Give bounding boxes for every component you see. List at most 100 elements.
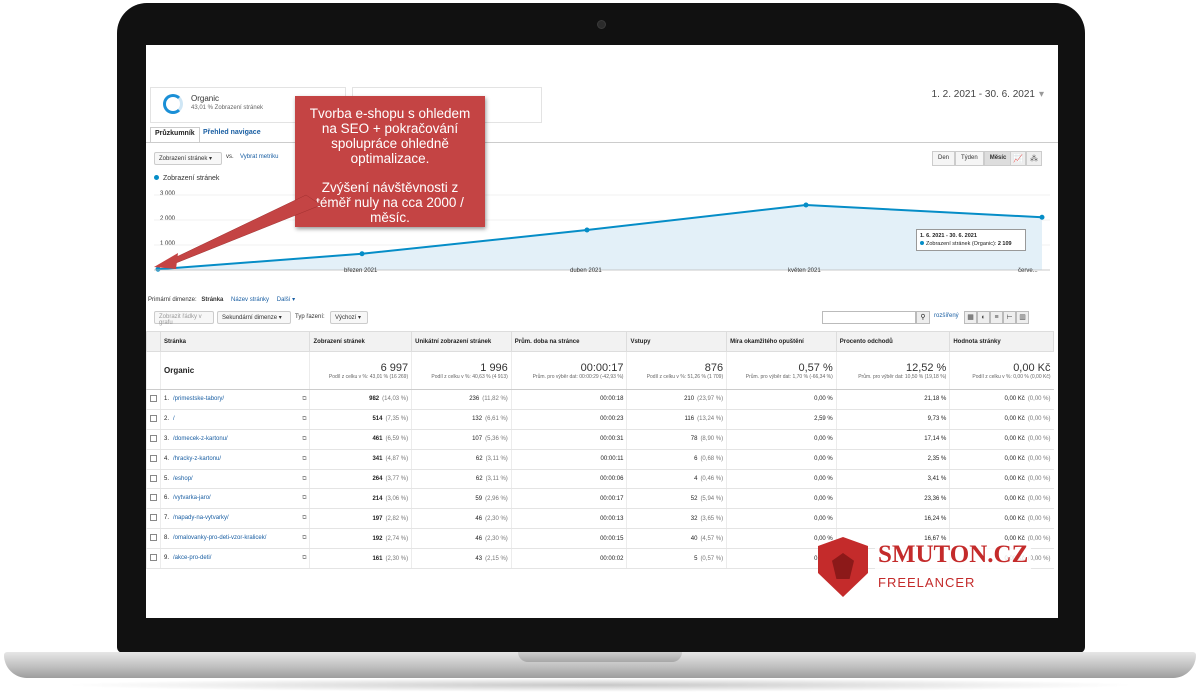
wolf-face (832, 553, 854, 579)
header-unique-pageviews[interactable]: Unikátní zobrazení stránek (411, 331, 512, 352)
header-entrances[interactable]: Vstupy (626, 331, 728, 352)
header-exit-rate[interactable]: Procento odchodů (835, 331, 951, 352)
plot-rows-button[interactable]: Zobrazit řádky v grafu (154, 311, 214, 326)
pivot-view-icon[interactable]: ▥ (1016, 311, 1029, 324)
data-point[interactable] (359, 251, 365, 257)
row-metric-value: 0,00 Kč (1004, 515, 1025, 522)
period-week-button[interactable]: Týden (955, 151, 984, 166)
row-metric-cell: 0,00 % (726, 469, 837, 490)
tab-navigation-summary[interactable]: Přehled navigace (203, 129, 261, 136)
comparison-view-icon[interactable]: ⊢ (1003, 311, 1016, 324)
data-point[interactable] (1039, 214, 1045, 220)
row-page-link[interactable]: / (173, 415, 175, 422)
totals-row: Organic 6 997 Podíl z celku v %: 43,01 % … (146, 351, 1054, 390)
row-page-cell: 2. / ⧉ (159, 409, 310, 430)
row-checkbox-cell (146, 508, 161, 530)
totals-time: 00:00:17 Prům. pro výběr dat: 00:00:29 (-… (510, 351, 627, 390)
header-bounce-rate[interactable]: Míra okamžitého opuštění (726, 331, 837, 352)
row-checkbox[interactable] (150, 394, 157, 402)
row-checkbox-cell (146, 389, 161, 410)
advanced-filter-link[interactable]: rozšířený (934, 313, 959, 319)
row-metric-cell: 00:00:13 (510, 508, 627, 530)
line-chart-icon[interactable]: 📈 (1010, 151, 1026, 166)
period-month-button[interactable]: Měsíc (983, 151, 1013, 166)
screen: Organic 43,01 % Zobrazení stránek 1. 2. … (146, 45, 1058, 618)
sort-type-select[interactable]: Výchozí ▾ (330, 311, 368, 324)
open-page-icon[interactable]: ⧉ (302, 515, 307, 522)
grid-view-icon[interactable]: ▦ (964, 311, 977, 324)
row-metric-percent: (0,00 %) (1027, 436, 1051, 443)
data-point[interactable] (584, 227, 590, 233)
row-metric-cell: 00:00:02 (510, 548, 627, 570)
row-metric-cell: 0,00 Kč(0,00 %) (949, 449, 1054, 470)
row-metric-percent: (3,11 %) (485, 476, 508, 482)
open-page-icon[interactable]: ⧉ (302, 495, 307, 502)
motion-chart-icon[interactable]: ⁂ (1026, 151, 1042, 166)
tab-explorer[interactable]: Průzkumník (150, 127, 200, 143)
row-page-link[interactable]: /domecek-z-kartonu/ (173, 435, 228, 442)
row-metric-cell: 3,41 % (835, 469, 950, 490)
row-page-link[interactable]: /eshop/ (173, 475, 193, 482)
date-range-picker[interactable]: 1. 2. 2021 - 30. 6. 2021 ▾ (932, 89, 1044, 100)
row-metric-cell: 0,00 Kč(0,00 %) (949, 429, 1054, 450)
row-page-link[interactable]: /akce-pro-deti/ (173, 555, 212, 562)
row-checkbox[interactable] (150, 454, 157, 462)
table-search-input[interactable] (822, 311, 916, 324)
open-page-icon[interactable]: ⧉ (302, 415, 307, 422)
row-checkbox[interactable] (150, 434, 157, 442)
row-metric-value: 00:00:13 (600, 515, 624, 522)
search-icon[interactable]: ⚲ (916, 311, 930, 324)
row-metric-cell: 00:00:17 (510, 488, 627, 510)
totals-bounce: 0,57 % Prům. pro výběr dat: 1,70 % (-66,3… (726, 351, 837, 390)
row-page-link[interactable]: /vytvarka-jaro/ (173, 495, 211, 502)
row-page-cell: 9./akce-pro-deti/ ⧉ (159, 548, 310, 570)
open-page-icon[interactable]: ⧉ (302, 555, 307, 562)
row-metric-cell: 0,00 % (726, 508, 837, 530)
row-page-link[interactable]: /omalovanky-pro-deti-vzor-kralicek/ (173, 535, 267, 542)
table-header-row: Stránka Zobrazení stránek Unikátní zobra… (146, 331, 1054, 352)
open-page-icon[interactable]: ⧉ (302, 475, 307, 482)
bar-view-icon[interactable]: ≡ (990, 311, 1003, 324)
row-checkbox[interactable] (150, 494, 157, 502)
row-checkbox[interactable] (150, 554, 157, 562)
secondary-dimension-select[interactable]: Sekundární dimenze ▾ (217, 311, 291, 324)
header-pageviews[interactable]: Zobrazení stránek (309, 331, 413, 352)
row-metric-value: 00:00:17 (600, 495, 624, 502)
row-metric-cell: 2,59 % (726, 409, 837, 430)
open-page-icon[interactable]: ⧉ (302, 435, 307, 442)
data-point[interactable] (803, 202, 809, 208)
row-checkbox[interactable] (150, 414, 157, 422)
row-metric-percent: (7,35 %) (385, 416, 409, 423)
secondary-dimension-label: Sekundární dimenze (222, 315, 278, 321)
open-page-icon[interactable]: ⧉ (302, 535, 307, 542)
row-metric-cell: 197 (2,82 %) (309, 508, 412, 530)
header-checkbox-cell (146, 331, 161, 352)
row-checkbox[interactable] (150, 514, 157, 522)
row-page-link[interactable]: /primestske-tabory/ (173, 395, 225, 402)
row-metric-value: 0,00 Kč (1004, 396, 1025, 403)
row-checkbox-cell (146, 548, 161, 570)
row-checkbox[interactable] (150, 534, 157, 542)
row-page-link[interactable]: /napady-na-vytvarky/ (173, 515, 229, 522)
dimension-page-title[interactable]: Název stránky (231, 297, 270, 303)
row-page-cell: 4./hracky-z-kartonu/ ⧉ (159, 449, 310, 470)
header-page[interactable]: Stránka (159, 331, 311, 352)
period-day-button[interactable]: Den (932, 151, 956, 166)
open-page-icon[interactable]: ⧉ (302, 455, 307, 462)
dimension-more[interactable]: Další (276, 297, 291, 303)
row-metric-value: 0,00 Kč (1004, 495, 1025, 502)
pick-metric-link[interactable]: Vybrat metriku (240, 154, 279, 160)
header-page-value[interactable]: Hodnota stránky (949, 331, 1054, 352)
data-point[interactable] (155, 266, 161, 272)
pie-view-icon[interactable]: ◐ (977, 311, 990, 324)
row-metric-cell: 00:00:11 (510, 449, 627, 470)
row-page-link[interactable]: /hracky-z-kartonu/ (173, 455, 222, 462)
row-checkbox[interactable] (150, 474, 157, 482)
chevron-down-icon: ▾ (290, 297, 296, 303)
chevron-down-icon: ▾ (1038, 89, 1044, 100)
header-avg-time[interactable]: Prům. doba na stránce (510, 331, 628, 352)
segment-name: Organic (191, 94, 220, 103)
row-metric-cell: 0,00 % (726, 449, 837, 470)
open-page-icon[interactable]: ⧉ (302, 395, 307, 402)
metric-select[interactable]: Zobrazení stránek ▾ (154, 152, 222, 165)
